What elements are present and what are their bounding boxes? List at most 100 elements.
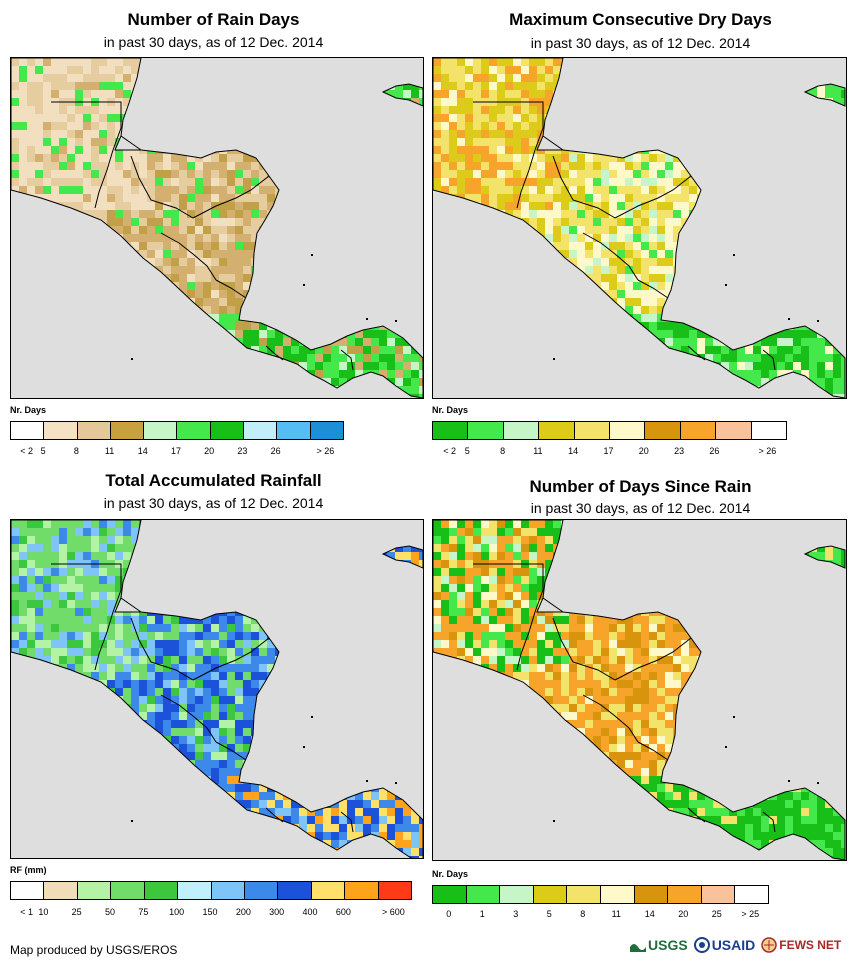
legend-swatch: [110, 422, 145, 439]
panel-subtitle: in past 30 days, as of 12 Dec. 2014: [103, 34, 324, 50]
map-panel-1: Number of Rain Days in past 30 days, as o…: [0, 0, 427, 485]
legend-swatch: [244, 422, 278, 439]
legend-tick-label: 20: [678, 909, 689, 919]
legend-swatch: [211, 882, 245, 899]
legend-tick-label: 23: [674, 446, 685, 456]
legend-unit-label: Nr. Days: [432, 405, 469, 415]
legend-swatch: [539, 422, 575, 439]
legend-tick-label: 3: [513, 909, 519, 919]
legend-tick-label: 8: [500, 446, 506, 456]
partner-logos: USGS USAID FEWS NET: [630, 932, 845, 958]
legend-tick-label: 20: [638, 446, 649, 456]
legend-tick-label: 14: [568, 446, 579, 456]
central-america-map: [433, 520, 846, 860]
legend-swatch: [468, 422, 504, 439]
legend-tick-label: 26: [709, 446, 720, 456]
map-view: [10, 519, 424, 859]
central-america-map: [11, 520, 423, 858]
map-view: [432, 57, 847, 399]
legend-unit-label: RF (mm): [10, 865, 47, 875]
legend-swatch: [345, 882, 379, 899]
legend-color-bar: [10, 881, 412, 900]
country-borders: [11, 520, 423, 858]
data-grid: [11, 520, 423, 858]
central-america-map: [11, 58, 423, 398]
legend-tick-label: < 1: [20, 907, 34, 917]
legend-tick-label: 50: [104, 907, 116, 917]
legend-swatch: [210, 422, 245, 439]
legend-tick-label: 17: [603, 446, 614, 456]
legend-tick-label: 5: [464, 446, 470, 456]
legend-tick-label: 5: [546, 909, 552, 919]
usgs-logo: USGS: [630, 937, 688, 953]
legend-color-bar: [432, 885, 769, 904]
legend-tick-label: > 600: [381, 907, 405, 917]
legend-tick-label: 26: [270, 446, 281, 456]
legend-swatch: [574, 422, 611, 439]
legend-swatch: [177, 422, 211, 439]
legend-swatch: [144, 422, 178, 439]
legend-tick-label: 100: [169, 907, 185, 917]
data-grid: [433, 520, 845, 860]
legend-swatch: [567, 886, 601, 903]
legend-tick-label: 17: [170, 446, 182, 456]
panel-subtitle: in past 30 days, as of 12 Dec. 2014: [530, 500, 751, 516]
legend-swatch: [500, 886, 534, 903]
data-grid: [11, 58, 423, 398]
legend-color-bar: [432, 421, 787, 440]
legend-swatch: [466, 886, 501, 903]
legend-tick-label: 11: [611, 909, 621, 919]
legend-tick-label: 400: [302, 907, 318, 917]
legend-swatch: [77, 422, 111, 439]
legend-tick-label: 8: [73, 446, 79, 456]
country-borders: [433, 520, 846, 860]
legend-tick-label: 300: [269, 907, 285, 917]
panel-subtitle: in past 30 days, as of 12 Dec. 2014: [103, 495, 324, 511]
legend-tick-label: 1: [479, 909, 485, 919]
legend-tick-label: 23: [237, 446, 248, 456]
legend-tick-label: < 2: [443, 446, 457, 456]
legend-swatch: [310, 422, 343, 439]
legend-unit-label: Nr. Days: [10, 405, 47, 415]
legend-swatch: [244, 882, 279, 899]
legend-tick-label: 5: [40, 446, 46, 456]
legend-swatch: [645, 422, 681, 439]
panel-title: Maximum Consecutive Dry Days: [509, 10, 772, 29]
legend-tick-label: 25: [711, 909, 722, 919]
legend-tick-label: < 2: [20, 446, 33, 456]
fews-globe-icon: [761, 937, 777, 953]
legend-swatch: [735, 886, 768, 903]
legend-swatch: [44, 882, 78, 899]
panel-title: Number of Rain Days: [127, 10, 300, 29]
legend-tick-label: 20: [204, 446, 215, 456]
usaid-logo: USAID: [693, 937, 755, 953]
legend-tick-label: 14: [644, 909, 655, 919]
map-view: [432, 519, 847, 861]
legend-swatch: [533, 886, 568, 903]
legend-swatch: [378, 882, 412, 899]
fews-net-logo: FEWS NET: [761, 937, 841, 953]
legend-swatch: [634, 886, 669, 903]
legend-tick-label: > 25: [741, 909, 760, 919]
panel-title: Total Accumulated Rainfall: [105, 471, 322, 490]
data-grid: [433, 58, 845, 398]
legend-tick-label: 11: [104, 446, 115, 456]
legend-swatch: [701, 886, 736, 903]
legend-swatch: [77, 882, 112, 899]
country-borders: [433, 58, 846, 398]
legend-tick-label: 150: [202, 907, 218, 917]
legend-tick-label: 0: [446, 909, 452, 919]
legend-swatch: [144, 882, 179, 899]
legend-swatch: [277, 422, 311, 439]
country-borders: [11, 58, 423, 398]
panel-title: Number of Days Since Rain: [529, 477, 752, 496]
legend-swatch: [503, 422, 540, 439]
central-america-map: [433, 58, 846, 398]
legend-swatch: [610, 422, 646, 439]
legend-swatch: [178, 882, 212, 899]
legend-swatch: [680, 422, 717, 439]
legend-swatch: [11, 422, 45, 439]
legend-swatch: [44, 422, 78, 439]
legend-tick-label: > 26: [758, 446, 777, 456]
legend-tick-label: 200: [235, 907, 251, 917]
